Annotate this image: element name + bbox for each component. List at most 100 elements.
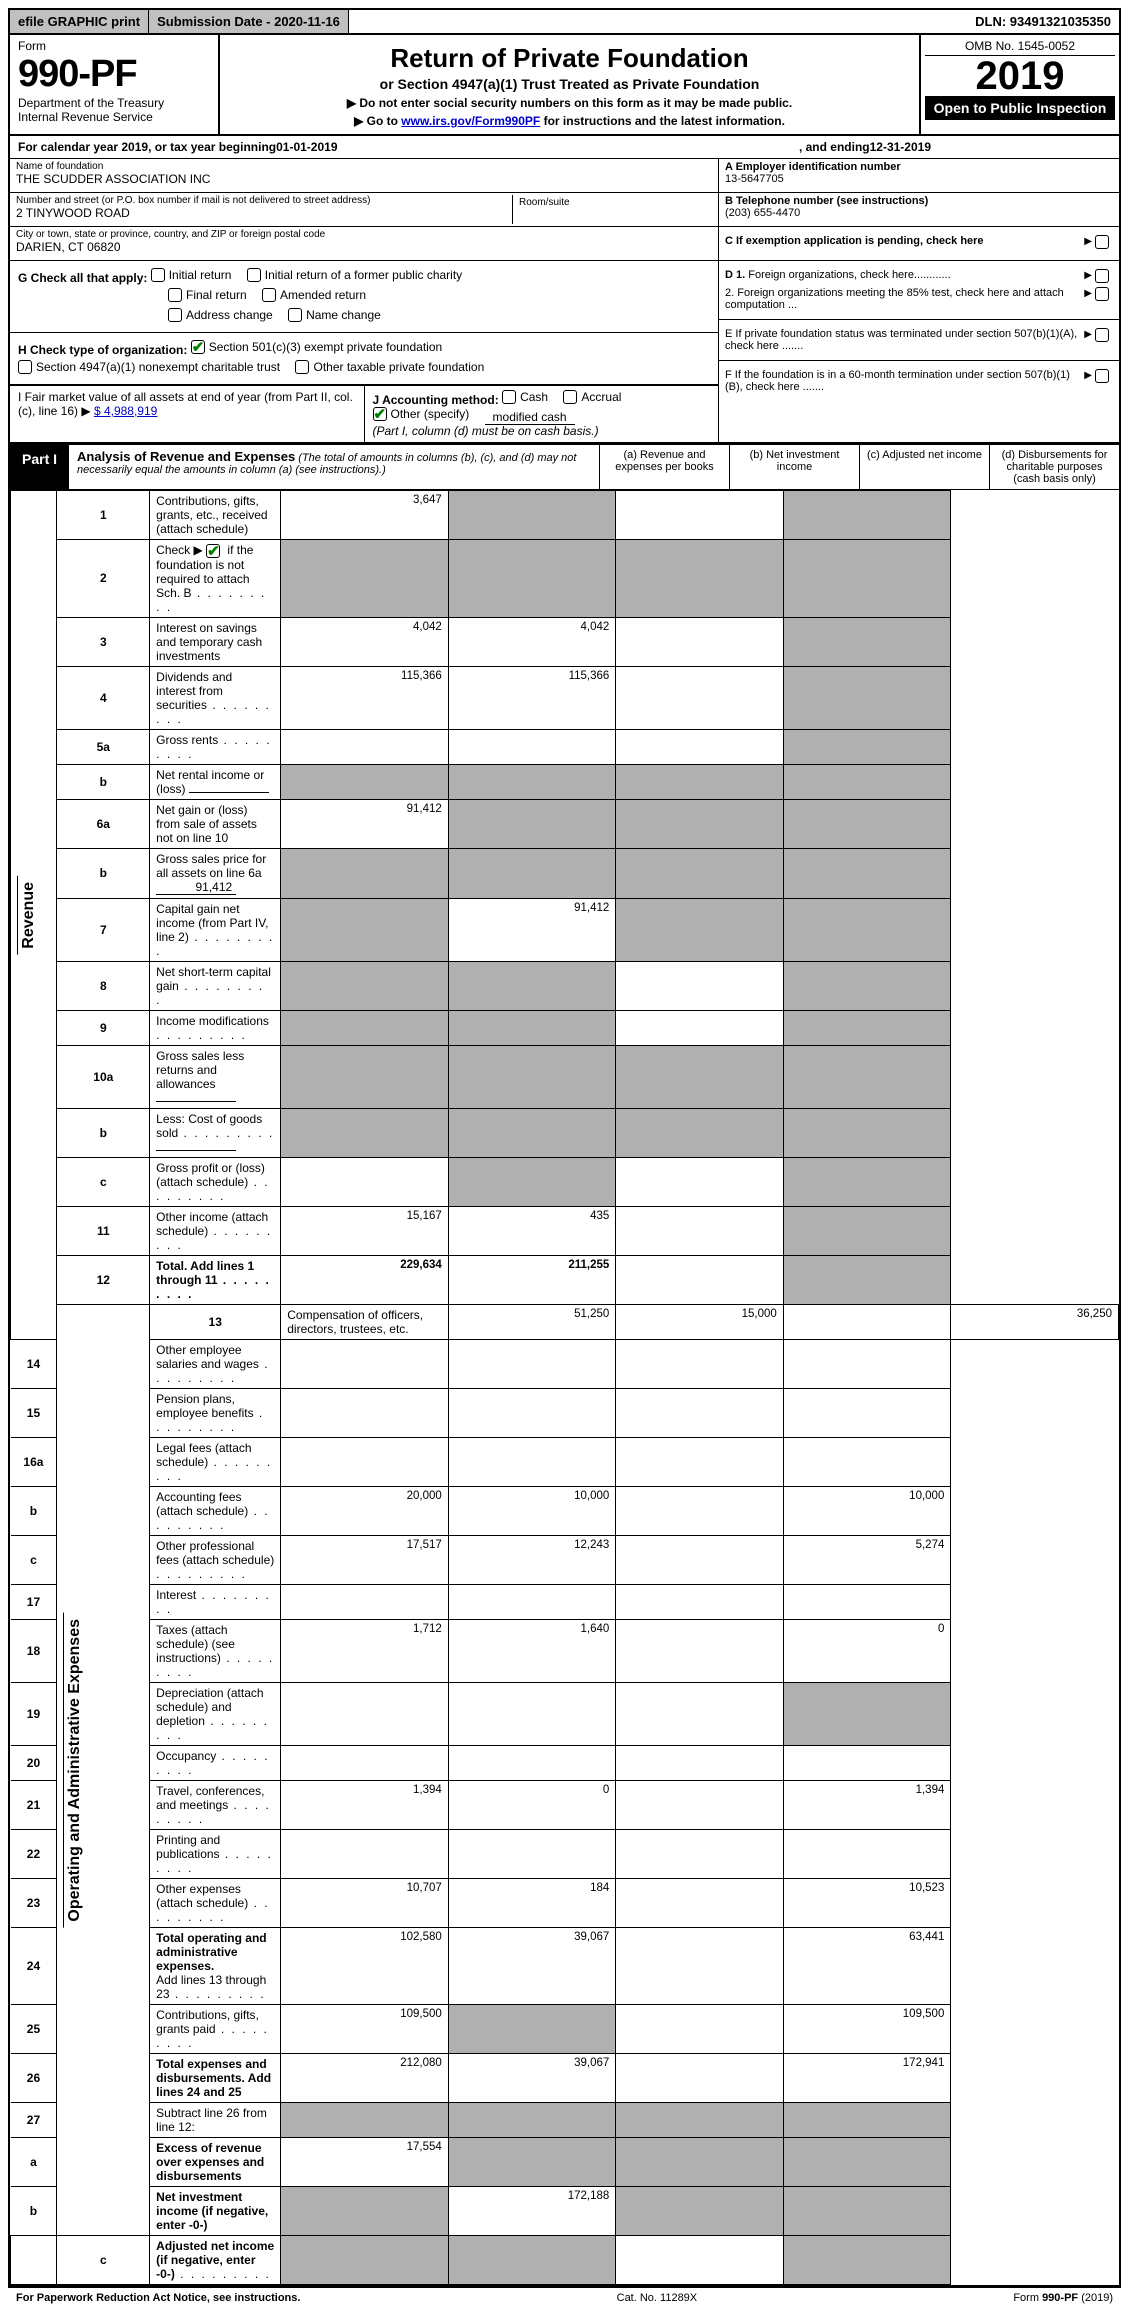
col-a-head: (a) Revenue and expenses per books (599, 445, 729, 489)
chk-final[interactable]: Final return (168, 288, 247, 302)
ij-row: I Fair market value of all assets at end… (10, 385, 718, 442)
submission-date: Submission Date - 2020-11-16 (149, 10, 349, 33)
table-row: 23Other expenses (attach schedule)10,707… (11, 1878, 1119, 1927)
d1-text: Foreign organizations, check here.......… (748, 269, 950, 281)
chk-e[interactable] (1095, 328, 1109, 342)
chk-initial[interactable]: Initial return (151, 268, 232, 282)
calendar-year-row: For calendar year 2019, or tax year begi… (10, 136, 1119, 159)
e-cell: E If private foundation status was termi… (719, 320, 1119, 361)
j-note: (Part I, column (d) must be on cash basi… (373, 424, 711, 438)
form-label: Form (18, 39, 210, 53)
address-row: Number and street (or P.O. box number if… (10, 193, 718, 227)
footer-mid: Cat. No. 11289X (617, 2292, 698, 2304)
header-mid: Return of Private Foundation or Section … (220, 35, 919, 134)
instructions-link[interactable]: www.irs.gov/Form990PF (401, 114, 540, 128)
h-label: H Check type of organization: (18, 343, 187, 357)
foundation-address: 2 TINYWOOD ROAD (16, 206, 512, 220)
chk-name[interactable]: Name change (288, 308, 381, 322)
table-row: cAdjusted net income (if negative, enter… (11, 2235, 1119, 2284)
table-row: 22Printing and publications (11, 1829, 1119, 1878)
addr-label: Number and street (or P.O. box number if… (16, 195, 512, 206)
irs-label: Internal Revenue Service (18, 110, 210, 124)
table-row: 11Other income (attach schedule)15,16743… (11, 1206, 1119, 1255)
chk-other-method[interactable]: Other (specify) (373, 407, 470, 421)
table-row: 8Net short-term capital gain (11, 961, 1119, 1010)
chk-cash[interactable]: Cash (502, 390, 548, 404)
chk-schB[interactable] (206, 544, 220, 558)
phone-value: (203) 655-4470 (725, 207, 1113, 219)
table-row: 19Depreciation (attach schedule) and dep… (11, 1682, 1119, 1745)
c-label: C If exemption application is pending, c… (725, 235, 1084, 247)
revenue-label: Revenue (17, 876, 40, 955)
j-section: J Accounting method: Cash Accrual Other … (365, 386, 719, 442)
city-label: City or town, state or province, country… (16, 229, 712, 240)
chk-d1[interactable] (1095, 269, 1109, 283)
info-block: Name of foundation THE SCUDDER ASSOCIATI… (10, 159, 1119, 443)
footer-left: For Paperwork Reduction Act Notice, see … (16, 2292, 300, 2304)
chk-amended[interactable]: Amended return (262, 288, 366, 302)
table-row: bLess: Cost of goods sold (11, 1108, 1119, 1157)
note2-pre: ▶ Go to (354, 114, 401, 128)
ein-value: 13-5647705 (725, 173, 1113, 185)
col-c-head: (c) Adjusted net income (859, 445, 989, 489)
table-row: 9Income modifications (11, 1010, 1119, 1045)
ein-cell: A Employer identification number 13-5647… (719, 159, 1119, 193)
table-row: 7Capital gain net income (from Part IV, … (11, 898, 1119, 961)
calyear-begin: 01-01-2019 (276, 140, 337, 154)
chk-initial-former[interactable]: Initial return of a former public charit… (247, 268, 462, 282)
note-ssn: ▶ Do not enter social security numbers o… (232, 96, 907, 110)
name-label: Name of foundation (16, 161, 712, 172)
table-row: cGross profit or (loss) (attach schedule… (11, 1157, 1119, 1206)
table-row: 14Other employee salaries and wages (11, 1339, 1119, 1388)
part1-table: Revenue 1Contributions, gifts, grants, e… (10, 490, 1119, 2285)
table-row: 5aGross rents (11, 729, 1119, 764)
chk-501c3[interactable]: Section 501(c)(3) exempt private foundat… (191, 340, 442, 354)
chk-c[interactable] (1095, 235, 1109, 249)
chk-d2[interactable] (1095, 287, 1109, 301)
part1-title-cell: Analysis of Revenue and Expenses (The to… (69, 445, 599, 489)
chk-address[interactable]: Address change (168, 308, 273, 322)
dept-label: Department of the Treasury (18, 96, 210, 110)
col-b-head: (b) Net investment income (729, 445, 859, 489)
chk-f[interactable] (1095, 369, 1109, 383)
note2-post: for instructions and the latest informat… (540, 114, 785, 128)
table-row: bAccounting fees (attach schedule)20,000… (11, 1486, 1119, 1535)
h-checks: H Check type of organization: Section 50… (10, 333, 718, 385)
table-row: 16aLegal fees (attach schedule) (11, 1437, 1119, 1486)
table-row: bNet rental income or (loss) (11, 764, 1119, 799)
foundation-name-cell: Name of foundation THE SCUDDER ASSOCIATI… (10, 159, 718, 193)
e-text: E If private foundation status was termi… (725, 328, 1084, 352)
d2-text: 2. Foreign organizations meeting the 85%… (725, 287, 1084, 311)
table-row: 25Contributions, gifts, grants paid109,5… (11, 2004, 1119, 2053)
table-row: 21Travel, conferences, and meetings1,394… (11, 1780, 1119, 1829)
other-method-value: modified cash (485, 410, 575, 425)
chk-accrual[interactable]: Accrual (563, 390, 621, 404)
foundation-city: DARIEN, CT 06820 (16, 240, 712, 254)
table-row: 17Interest (11, 1584, 1119, 1619)
efile-button[interactable]: efile GRAPHIC print (10, 10, 149, 33)
part1-header: Part I Analysis of Revenue and Expenses … (10, 443, 1119, 490)
table-row: 15Pension plans, employee benefits (11, 1388, 1119, 1437)
table-row: bGross sales price for all assets on lin… (11, 848, 1119, 898)
table-row: cOther professional fees (attach schedul… (11, 1535, 1119, 1584)
table-row: 3Interest on savings and temporary cash … (11, 617, 1119, 666)
form-container: efile GRAPHIC print Submission Date - 20… (8, 8, 1121, 2287)
form-title: Return of Private Foundation (232, 43, 907, 74)
phone-cell: B Telephone number (see instructions) (2… (719, 193, 1119, 227)
col-d-head: (d) Disbursements for charitable purpose… (989, 445, 1119, 489)
a-label: A Employer identification number (725, 161, 1113, 173)
d-cell: D 1. Foreign organizations, check here..… (719, 261, 1119, 320)
calyear-mid: , and ending (799, 140, 870, 154)
footer-right: Form 990-PF (2019) (1013, 2292, 1113, 2304)
info-left: Name of foundation THE SCUDDER ASSOCIATI… (10, 159, 719, 442)
part1-badge: Part I (10, 445, 69, 489)
fmv-link[interactable]: $ 4,988,919 (94, 404, 157, 418)
g-label: G Check all that apply: (18, 271, 147, 285)
chk-4947[interactable]: Section 4947(a)(1) nonexempt charitable … (18, 360, 280, 374)
table-row: 6aNet gain or (loss) from sale of assets… (11, 799, 1119, 848)
table-row: 27Subtract line 26 from line 12: (11, 2102, 1119, 2137)
top-bar: efile GRAPHIC print Submission Date - 20… (10, 10, 1119, 35)
foundation-name: THE SCUDDER ASSOCIATION INC (16, 172, 712, 186)
f-text: F If the foundation is in a 60-month ter… (725, 369, 1084, 393)
chk-other-tax[interactable]: Other taxable private foundation (295, 360, 484, 374)
